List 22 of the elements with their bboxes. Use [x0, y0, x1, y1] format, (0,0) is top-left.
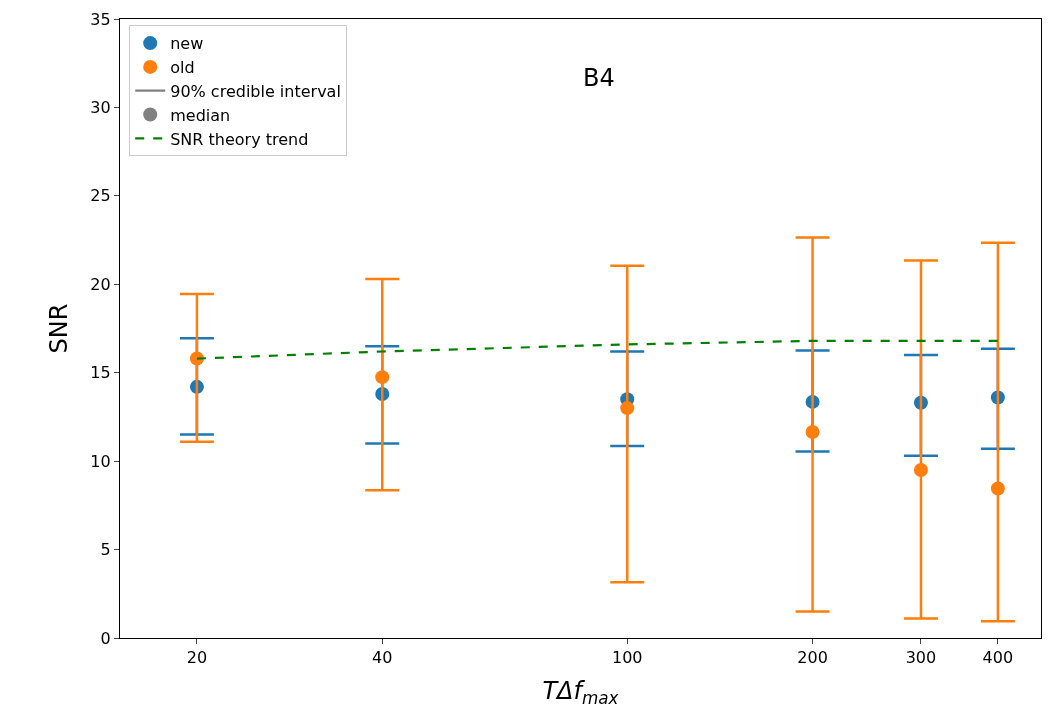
x-tick-label: 400: [982, 648, 1014, 668]
x-axis-title: TΔf$_{max}$: [542, 676, 620, 708]
y-tick-label: 10: [90, 451, 111, 471]
x-tick-label: 100: [611, 648, 643, 668]
x-tick-label: 300: [905, 648, 937, 668]
x-tick-label: 200: [797, 648, 828, 668]
x-tick-label: 20: [186, 648, 208, 668]
y-tick-label: 0: [100, 628, 111, 648]
legend-label: SNR theory trend: [170, 129, 309, 149]
y-axis-title: SNR: [45, 303, 74, 354]
legend-label: 90% credible interval: [170, 81, 341, 101]
y-tick-label: 15: [90, 363, 111, 383]
y-tick-label: 20: [90, 274, 111, 294]
y-tick-label: 5: [100, 540, 111, 560]
legend-label: old: [170, 58, 195, 78]
y-tick-label: 25: [90, 186, 111, 206]
legend-label: new: [170, 34, 204, 54]
x-tick-label: 40: [372, 648, 393, 668]
y-tick-label: 30: [90, 98, 111, 118]
y-tick-label: 35: [90, 9, 111, 29]
legend-label: median: [170, 105, 231, 125]
text: B4: [583, 64, 615, 92]
